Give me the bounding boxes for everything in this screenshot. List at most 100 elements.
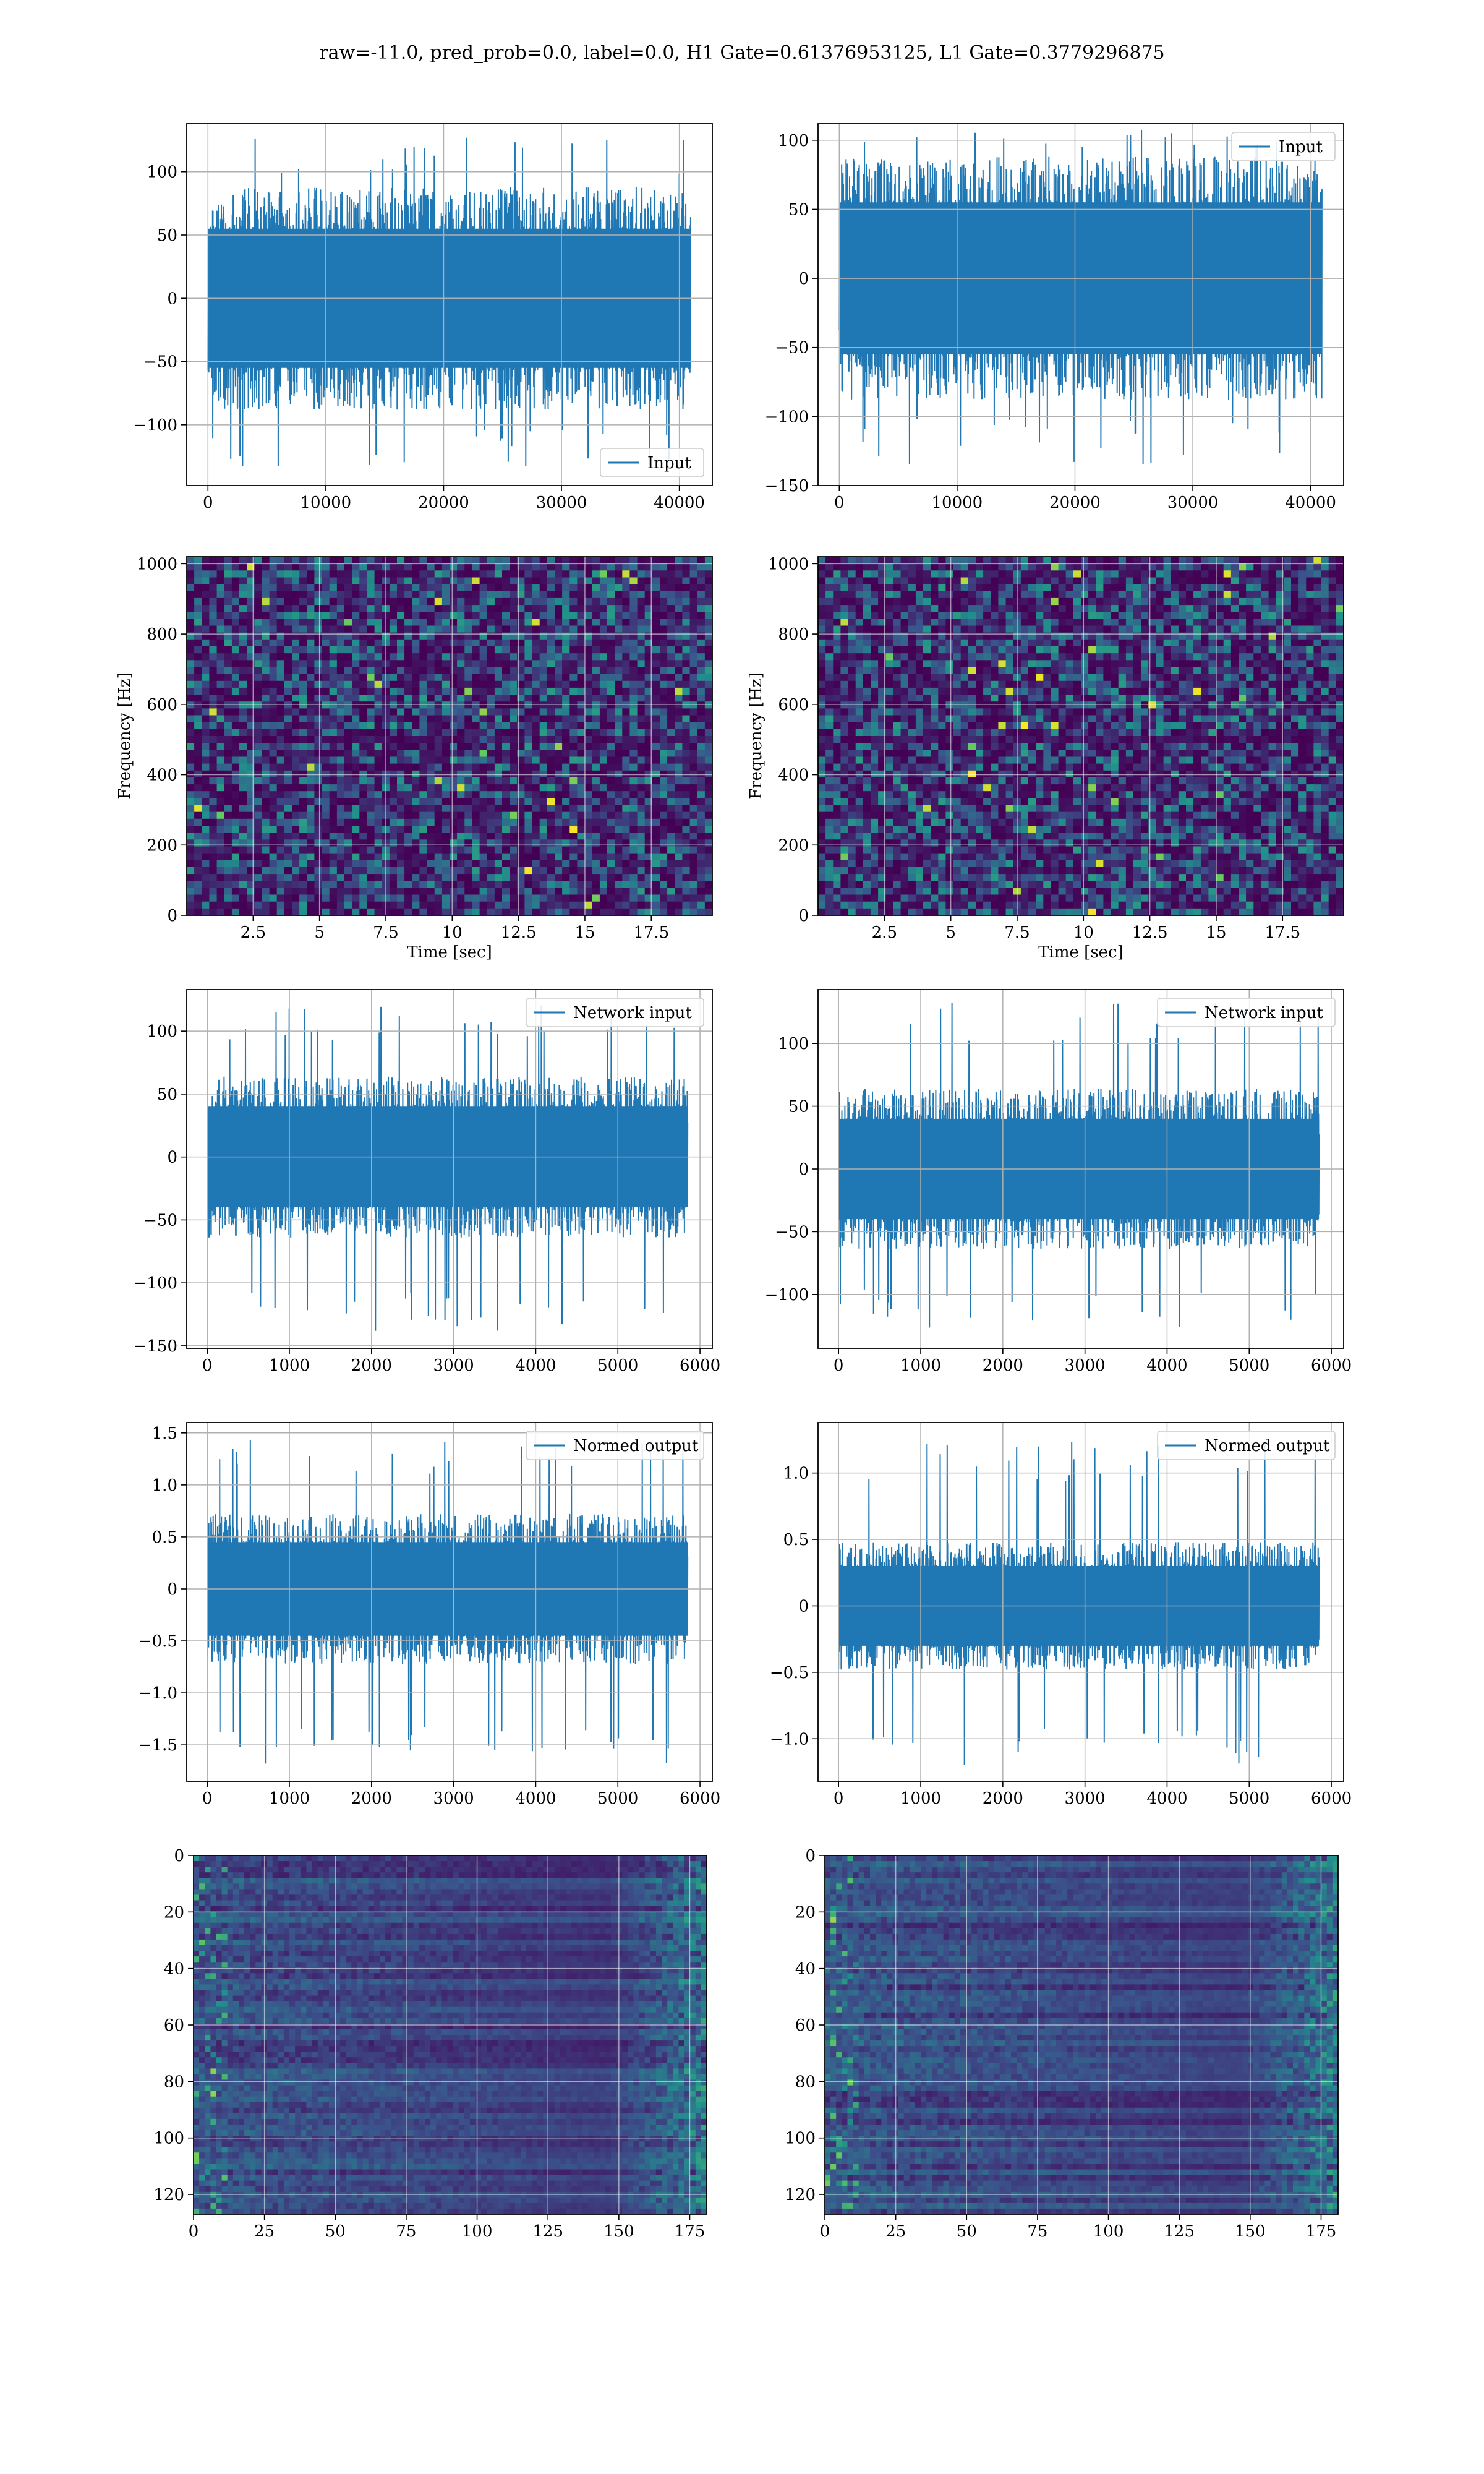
- heatmap-cell: [284, 667, 292, 675]
- heatmap-cell: [524, 612, 533, 619]
- heatmap-cell: [216, 667, 225, 675]
- heatmap-cell: [352, 853, 360, 861]
- heatmap-cell: [307, 901, 315, 909]
- heatmap-cell: [479, 729, 488, 737]
- heatmap-cell: [1096, 557, 1104, 564]
- heatmap-cell: [209, 591, 218, 599]
- heatmap-cell: [1336, 563, 1344, 571]
- heatmap-cell: [292, 874, 300, 881]
- heatmap-cell: [1118, 563, 1127, 571]
- heatmap-cell: [1313, 653, 1322, 661]
- heatmap-cell: [336, 605, 345, 612]
- heatmap-cell: [389, 901, 398, 909]
- heatmap-cell: [577, 653, 586, 661]
- heatmap-cell: [292, 756, 300, 764]
- heatmap-cell: [397, 715, 405, 723]
- heatmap-cell: [1163, 597, 1172, 606]
- heatmap-cell: [209, 612, 218, 619]
- heatmap-cell: [412, 756, 420, 764]
- heatmap-cell: [532, 715, 540, 723]
- heatmap-cell: [818, 563, 826, 571]
- heatmap-cell: [502, 722, 510, 730]
- heatmap-cell: [1036, 674, 1044, 682]
- heatmap-cell: [667, 860, 675, 868]
- heatmap-cell: [547, 860, 555, 868]
- heatmap-cell: [622, 632, 630, 640]
- heatmap-cell: [998, 577, 1007, 585]
- heatmap-cell: [202, 722, 210, 730]
- heatmap-cell: [704, 811, 712, 820]
- heatmap-cell: [660, 756, 668, 764]
- heatmap-cell: [569, 653, 578, 661]
- heatmap-cell: [239, 777, 247, 785]
- heatmap-cell: [584, 605, 593, 612]
- heatmap-cell: [299, 784, 307, 792]
- heatmap-cell: [314, 687, 323, 695]
- heatmap-cell: [599, 570, 608, 578]
- heatmap-cell: [539, 674, 548, 682]
- heatmap-cell: [216, 597, 225, 606]
- heatmap-cell: [1125, 618, 1134, 627]
- heatmap-cell: [871, 597, 879, 606]
- heatmap-cell: [194, 798, 202, 806]
- heatmap-cell: [494, 563, 503, 571]
- heatmap-cell: [224, 784, 232, 792]
- heatmap-cell: [1171, 557, 1179, 564]
- heatmap-cell: [450, 687, 458, 695]
- heatmap-cell: [547, 667, 555, 675]
- heatmap-cell: [592, 784, 600, 792]
- heatmap-cell: [629, 811, 638, 820]
- heatmap-cell: [247, 798, 255, 806]
- heatmap-cell: [487, 846, 495, 854]
- heatmap-cell: [1141, 570, 1149, 578]
- heatmap-cell: [284, 632, 292, 640]
- heatmap-cell: [652, 874, 660, 881]
- heatmap-cell: [825, 557, 834, 564]
- heatmap-cell: [299, 695, 307, 702]
- heatmap-cell: [644, 811, 653, 820]
- heatmap-cell: [262, 605, 270, 612]
- heatmap-cell: [840, 639, 849, 647]
- heatmap-cell: [539, 695, 548, 702]
- heatmap-cell: [878, 597, 886, 606]
- heatmap-cell: [584, 867, 593, 875]
- heatmap-cell: [284, 597, 292, 606]
- heatmap-cell: [202, 894, 210, 902]
- heatmap-cell: [1036, 577, 1044, 585]
- heatmap-cell: [1276, 597, 1284, 606]
- heatmap-cell: [322, 680, 330, 688]
- heatmap-cell: [322, 736, 330, 743]
- heatmap-cell: [344, 591, 352, 599]
- heatmap-cell: [262, 557, 270, 564]
- heatmap-cell: [1178, 591, 1187, 599]
- heatmap-cell: [464, 584, 472, 592]
- heatmap-cell: [262, 874, 270, 881]
- heatmap-cell: [599, 660, 608, 668]
- heatmap-cell: [599, 729, 608, 737]
- heatmap-cell: [517, 557, 525, 564]
- heatmap-cell: [434, 853, 443, 861]
- heatmap-cell: [637, 853, 646, 861]
- heatmap-cell: [450, 818, 458, 826]
- heatmap-cell: [389, 867, 398, 875]
- heatmap-cell: [1133, 597, 1141, 606]
- heatmap-cell: [187, 888, 195, 896]
- heatmap-cell: [539, 901, 548, 909]
- heatmap-cell: [292, 584, 300, 592]
- heatmap-cell: [299, 715, 307, 723]
- heatmap-cell: [629, 894, 638, 902]
- heatmap-cell: [885, 660, 893, 668]
- heatmap-cell: [615, 701, 623, 709]
- heatmap-cell: [818, 577, 826, 585]
- heatmap-cell: [352, 805, 360, 813]
- heatmap-cell: [374, 770, 383, 778]
- heatmap-cell: [1186, 639, 1194, 647]
- heatmap-cell: [1096, 646, 1104, 654]
- heatmap-cell: [412, 750, 420, 758]
- heatmap-cell: [441, 839, 450, 847]
- heatmap-cell: [660, 867, 668, 875]
- heatmap-cell: [487, 625, 495, 633]
- heatmap-cell: [622, 867, 630, 875]
- heatmap-cell: [412, 632, 420, 640]
- heatmap-cell: [667, 722, 675, 730]
